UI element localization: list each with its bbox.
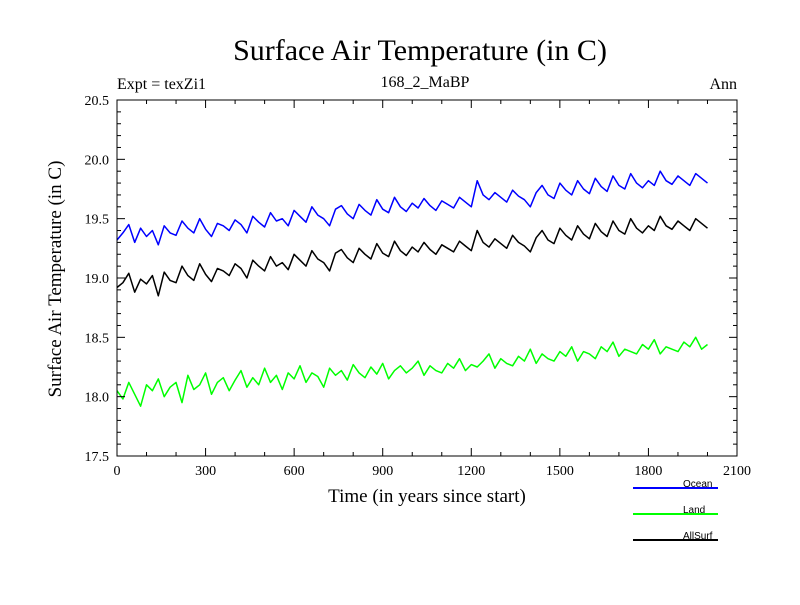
- experiment-label: Expt = texZi1: [117, 76, 206, 93]
- legend-label-allsurf: AllSurf: [683, 531, 713, 542]
- y-tick-label: 19.0: [85, 272, 110, 287]
- y-tick-label: 20.0: [85, 153, 110, 168]
- x-tick-label: 1500: [546, 464, 574, 479]
- series-line-ocean: [116, 170, 708, 246]
- plot-area: 0 300 600 900 1200 1500 1800 2100 17.5 18.0 18.5 19…: [85, 94, 752, 479]
- y-tick-label: 18.5: [85, 331, 110, 346]
- x-axis-label: Time (in years since start): [328, 486, 526, 507]
- legend-label-ocean: Ocean: [683, 479, 712, 490]
- x-tick-label: 600: [284, 464, 305, 479]
- legend-label-land: Land: [683, 505, 705, 516]
- x-tick-label: 900: [372, 464, 393, 479]
- y-tick-label: 18.0: [85, 391, 110, 406]
- y-tick-label: 20.5: [85, 94, 110, 109]
- y-tick-label: 17.5: [85, 450, 110, 465]
- y-axis-label: Surface Air Temperature (in C): [45, 161, 66, 398]
- period-label: Ann: [709, 76, 737, 93]
- chart-title: Surface Air Temperature (in C): [233, 34, 607, 67]
- x-tick-label: 1800: [634, 464, 662, 479]
- plot-frame: [116, 99, 738, 457]
- x-tick-label: 300: [195, 464, 216, 479]
- x-tick-label: 1200: [457, 464, 485, 479]
- y-tick-label: 19.5: [85, 213, 110, 228]
- legend: Ocean Land AllSurf: [633, 479, 718, 542]
- x-tick-label: 0: [114, 464, 121, 479]
- series-line-land: [116, 336, 708, 407]
- series-line-allsurf: [116, 215, 708, 297]
- x-tick-label: 2100: [723, 464, 751, 479]
- run-label: 168_2_MaBP: [381, 74, 470, 91]
